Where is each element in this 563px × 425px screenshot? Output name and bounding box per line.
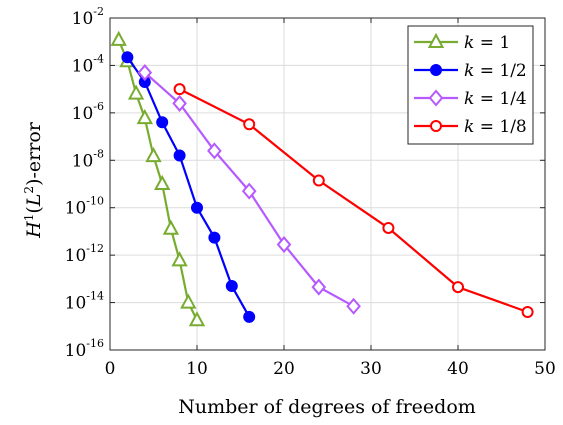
series-layer	[110, 30, 534, 327]
data-point	[521, 306, 534, 319]
legend-label: k = 1/2	[464, 61, 527, 81]
series-1	[110, 30, 206, 327]
data-point	[276, 236, 292, 254]
legend-entry: k = 1/4	[414, 89, 527, 109]
y-tick-label: 10-16	[65, 337, 104, 361]
x-tick-label: 40	[447, 359, 469, 379]
legend: k = 1 k = 1/2 k = 1/4 k = 1/8	[407, 25, 534, 145]
series-line	[126, 56, 251, 318]
data-point	[110, 30, 127, 46]
y-tick-label: 10-14	[65, 290, 104, 314]
data-point	[154, 174, 171, 190]
data-point	[191, 201, 203, 214]
data-point	[243, 118, 256, 131]
y-axis-label: H1(L2)-error	[22, 121, 45, 239]
data-point	[243, 310, 256, 323]
y-tick-label: 10-10	[65, 195, 104, 219]
data-point	[311, 278, 327, 296]
data-point	[173, 149, 186, 162]
legend-label: k = 1	[464, 33, 510, 53]
data-point	[162, 219, 180, 235]
data-point	[136, 109, 153, 125]
data-point	[241, 182, 257, 200]
legend-entry: k = 1	[414, 32, 510, 53]
data-point	[156, 116, 169, 129]
x-tick-label: 50	[534, 359, 556, 379]
legend-label: k = 1/8	[464, 117, 527, 137]
data-point	[137, 64, 153, 82]
data-point	[430, 64, 442, 76]
data-point	[382, 221, 395, 234]
series-line	[179, 88, 528, 314]
y-tick-label: 10-2	[72, 5, 104, 29]
legend-entry: k = 1/8	[414, 117, 527, 137]
legend-label: k = 1/4	[464, 89, 527, 109]
data-point	[427, 32, 445, 48]
data-point	[171, 251, 188, 267]
y-tick-label: 10-4	[72, 52, 104, 76]
data-point	[173, 83, 186, 96]
series-line	[117, 39, 198, 321]
data-point	[180, 293, 197, 309]
data-point	[121, 51, 134, 64]
axis-ticks: 0 10 20 30 40 50 10-2 10-4 10-6 10-8 10-10 10-12 10-…	[65, 5, 556, 379]
x-tick-label: 20	[273, 359, 295, 379]
x-tick-label: 10	[186, 359, 208, 379]
data-point	[208, 231, 221, 244]
y-tick-label: 10-12	[65, 242, 104, 266]
y-tick-label: 10-8	[72, 147, 104, 171]
plot-frame	[109, 17, 546, 351]
series-1-2	[121, 51, 256, 323]
data-point	[172, 94, 187, 112]
legend-entry: k = 1/2	[414, 61, 527, 81]
x-tick-label: 0	[105, 359, 116, 379]
data-point	[428, 89, 444, 107]
y-tick-label: 10-6	[72, 100, 104, 124]
data-point	[207, 142, 222, 160]
data-point	[312, 174, 325, 187]
data-point	[127, 84, 145, 100]
data-point	[188, 311, 206, 327]
x-tick-label: 30	[360, 359, 382, 379]
series-1-4	[137, 64, 361, 315]
data-point	[225, 279, 238, 292]
data-point	[430, 120, 442, 132]
x-axis-label: Number of degrees of freedom	[178, 396, 476, 418]
series-1-8	[173, 83, 534, 319]
data-point	[145, 147, 162, 163]
data-point	[346, 297, 361, 315]
data-point	[452, 281, 464, 294]
legend-box	[407, 25, 534, 145]
